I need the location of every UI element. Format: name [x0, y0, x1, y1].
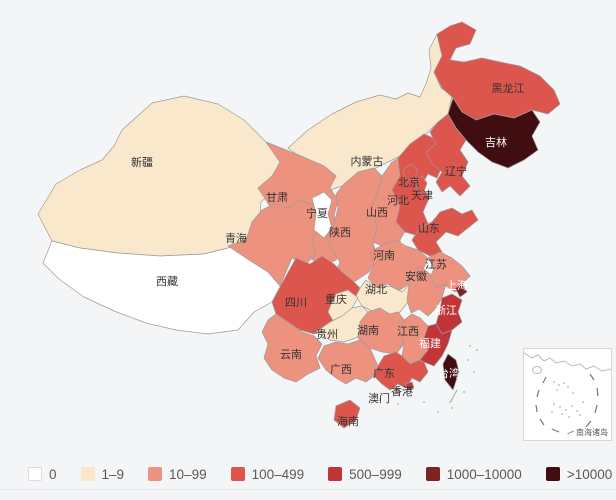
province-hongkong[interactable]: [405, 381, 415, 391]
legend-swatch: [148, 467, 163, 481]
province-anhui[interactable]: [406, 265, 447, 317]
island-dot: [476, 349, 478, 351]
island-dot: [423, 401, 425, 403]
legend-label: 100–499: [251, 466, 305, 482]
legend-swatch: [328, 467, 343, 481]
legend-item-10–99: 10–99: [148, 467, 207, 482]
inset-coastline: [524, 352, 611, 372]
island-dot: [451, 407, 453, 409]
province-taiwan[interactable]: [442, 353, 460, 391]
legend-label: 10–99: [169, 466, 207, 482]
legend-label: 0: [49, 466, 57, 482]
inset-island-dots: [551, 381, 584, 418]
province-xizang[interactable]: [42, 240, 282, 335]
legend-swatch: [425, 467, 440, 481]
island-dot: [397, 403, 399, 405]
legend-label: 1–9: [101, 466, 125, 482]
legend-swatch: [545, 467, 560, 481]
footer-divider: [0, 489, 616, 490]
sea-boundary-dash: [449, 389, 458, 404]
island-dot: [437, 411, 439, 413]
legend: 0 1–9 10–99 100–499 500–999 1000–10000 >10000: [28, 461, 612, 487]
provinces-layer: [37, 21, 561, 429]
province-hainan[interactable]: [333, 399, 361, 429]
legend-item-100–499: 100–499: [230, 466, 305, 482]
legend-item-1000–10000: 1000–10000: [425, 466, 522, 482]
province-macau[interactable]: [394, 387, 401, 394]
legend-swatch: [230, 467, 245, 481]
island-dot: [467, 359, 469, 361]
legend-label: >10000: [566, 466, 613, 482]
province-qinghai[interactable]: [227, 199, 325, 287]
south-china-sea-inset: 南海诸岛: [523, 348, 612, 441]
legend-swatch: [28, 467, 42, 481]
province-guangxi[interactable]: [317, 339, 379, 385]
province-guangdong[interactable]: [373, 351, 429, 391]
inset-label: 南海诸岛: [576, 428, 608, 437]
province-label-macau: 澳门: [368, 391, 390, 405]
nine-dash-line: [535, 373, 599, 433]
legend-item-1–9: 1–9: [80, 466, 125, 482]
province-fujian[interactable]: [419, 323, 453, 367]
province-liaoning[interactable]: [425, 113, 471, 197]
inset-label-row: 南海诸岛: [567, 427, 608, 438]
province-zhejiang[interactable]: [435, 293, 463, 335]
province-shanghai[interactable]: [454, 283, 468, 298]
legend-item-500–999: 500–999: [328, 467, 402, 482]
island-dot: [473, 371, 475, 373]
province-beijing[interactable]: [402, 163, 419, 181]
inset-scale-mark: [567, 430, 574, 435]
island-dot: [463, 391, 465, 393]
coastal-islands: [379, 345, 478, 413]
province-yunnan[interactable]: [261, 313, 323, 383]
island-dot: [379, 399, 381, 401]
legend-label: 500–999: [349, 466, 402, 482]
legend-item-0: 0: [28, 467, 57, 482]
legend-label: 1000–10000: [446, 466, 522, 482]
inset-hainan-island: [532, 366, 542, 374]
legend-item->10000: >10000: [545, 466, 613, 482]
inset-map-svg: [524, 352, 611, 433]
island-dot: [469, 345, 471, 347]
province-xinjiang[interactable]: [37, 95, 285, 257]
legend-swatch: [80, 467, 95, 481]
province-tianjin[interactable]: [415, 175, 428, 195]
